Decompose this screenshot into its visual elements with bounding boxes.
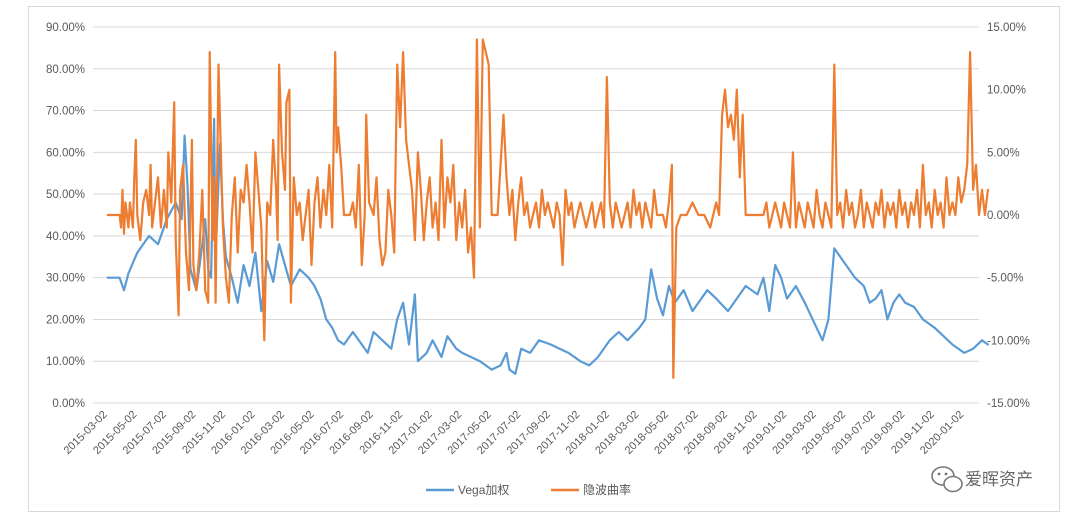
series-line-curvature [106, 38, 989, 379]
legend: Vega加权 隐波曲率 [426, 482, 631, 497]
y-axis-left: 0.00% 10.00% 20.00% 30.00% 40.00% 50.00% 60.00… [46, 22, 85, 410]
y-right-tick-label: 0.00% [987, 210, 1020, 222]
x-axis: 2015-03-022015-05-022015-07-022015-09-02… [62, 409, 967, 457]
y-left-tick-label: 70.00% [46, 106, 85, 118]
y-left-tick-label: 30.00% [46, 273, 85, 285]
y-left-tick-label: 90.00% [46, 22, 85, 34]
y-right-tick-label: -15.00% [987, 398, 1030, 410]
wechat-icon [931, 466, 963, 493]
y-axis-right: -15.00% -10.00% -5.00% 0.00% 5.00% 10.00% 15.0… [987, 22, 1030, 410]
y-right-tick-label: -5.00% [987, 273, 1023, 285]
legend-label-curvature: 隐波曲率 [583, 482, 631, 497]
gridlines [93, 26, 979, 404]
y-right-tick-label: 5.00% [987, 147, 1020, 159]
series-line-vega [106, 117, 989, 375]
y-left-tick-label: 50.00% [46, 189, 85, 201]
y-left-tick-label: 80.00% [46, 64, 85, 76]
watermark: 爱晖资产 [931, 466, 1033, 493]
series-layer [106, 38, 989, 379]
chart-frame: 0.00% 10.00% 20.00% 30.00% 40.00% 50.00% 60.00… [28, 6, 1060, 512]
legend-label-vega: Vega加权 [458, 483, 509, 497]
y-left-tick-label: 10.00% [46, 356, 85, 368]
y-left-tick-label: 20.00% [46, 314, 85, 326]
y-right-tick-label: 10.00% [987, 85, 1026, 97]
chart-svg: 0.00% 10.00% 20.00% 30.00% 40.00% 50.00% 60.00… [46, 22, 1033, 497]
y-left-tick-label: 40.00% [46, 231, 85, 243]
y-right-tick-label: -10.00% [987, 335, 1030, 347]
y-right-tick-label: 15.00% [987, 22, 1026, 34]
y-left-tick-label: 0.00% [52, 398, 85, 410]
y-left-tick-label: 60.00% [46, 147, 85, 159]
watermark-text: 爱晖资产 [965, 470, 1033, 489]
